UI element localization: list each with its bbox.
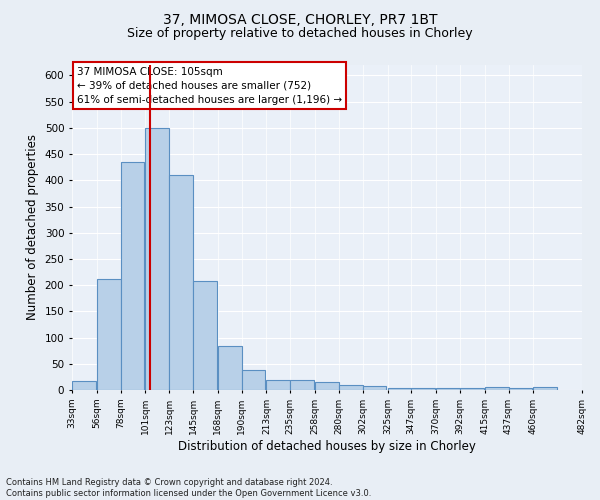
Bar [218,346,242,390]
Bar [97,279,121,390]
Bar [533,388,557,390]
Text: Contains HM Land Registry data © Crown copyright and database right 2024.
Contai: Contains HM Land Registry data © Crown c… [6,478,371,498]
Bar [290,380,314,390]
Y-axis label: Number of detached properties: Number of detached properties [26,134,39,320]
Bar [339,385,362,390]
Bar [169,175,193,390]
Bar [362,386,386,390]
Bar [411,388,435,390]
Bar [242,370,265,390]
X-axis label: Distribution of detached houses by size in Chorley: Distribution of detached houses by size … [178,440,476,452]
Bar [121,162,145,390]
Bar [388,388,411,390]
Bar [509,388,532,390]
Bar [72,380,96,390]
Text: 37, MIMOSA CLOSE, CHORLEY, PR7 1BT: 37, MIMOSA CLOSE, CHORLEY, PR7 1BT [163,12,437,26]
Bar [485,388,509,390]
Text: 37 MIMOSA CLOSE: 105sqm
← 39% of detached houses are smaller (752)
61% of semi-d: 37 MIMOSA CLOSE: 105sqm ← 39% of detache… [77,66,342,104]
Bar [436,388,460,390]
Bar [145,128,169,390]
Bar [460,388,484,390]
Bar [193,281,217,390]
Bar [266,380,290,390]
Text: Size of property relative to detached houses in Chorley: Size of property relative to detached ho… [127,28,473,40]
Bar [315,382,339,390]
